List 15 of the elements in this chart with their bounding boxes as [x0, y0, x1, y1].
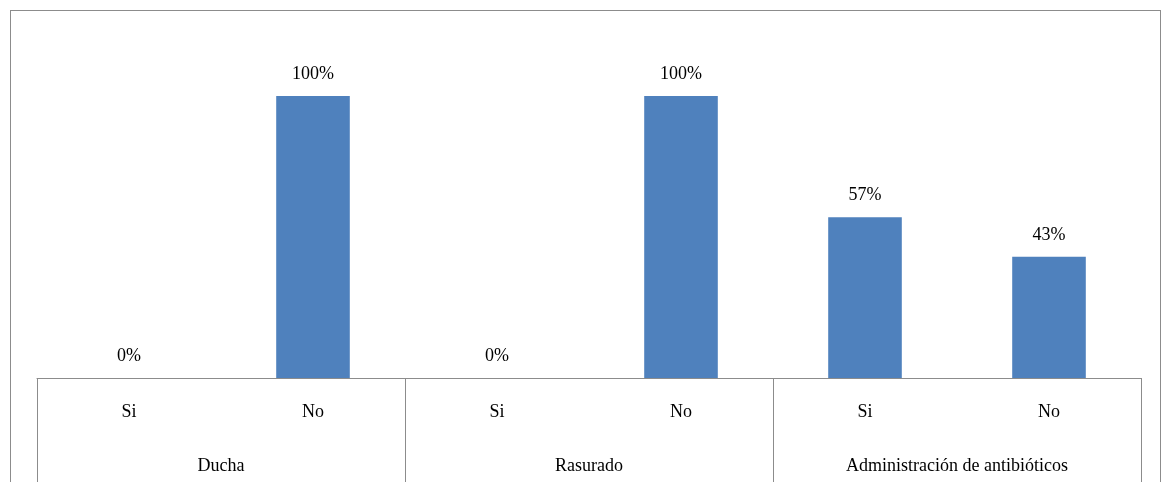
text: Ducha	[197, 455, 245, 475]
text: Rasurado	[555, 455, 623, 475]
x-tick-label: No	[302, 401, 324, 421]
data-label: 0%	[117, 345, 141, 365]
text: Administración de antibióticos	[846, 455, 1068, 475]
x-tick-label: No	[670, 401, 692, 421]
data-label: 43%	[1032, 223, 1066, 244]
data-label: 0%	[485, 345, 509, 365]
data-label: 100%	[292, 63, 334, 83]
x-tick-label: Si	[489, 401, 505, 421]
x-tick-label: Si	[857, 401, 873, 421]
x-tick-label: No	[1038, 401, 1060, 421]
data-label: 100%	[660, 63, 702, 83]
x-tick-label: Si	[121, 401, 137, 421]
data-label: 57%	[848, 184, 882, 205]
